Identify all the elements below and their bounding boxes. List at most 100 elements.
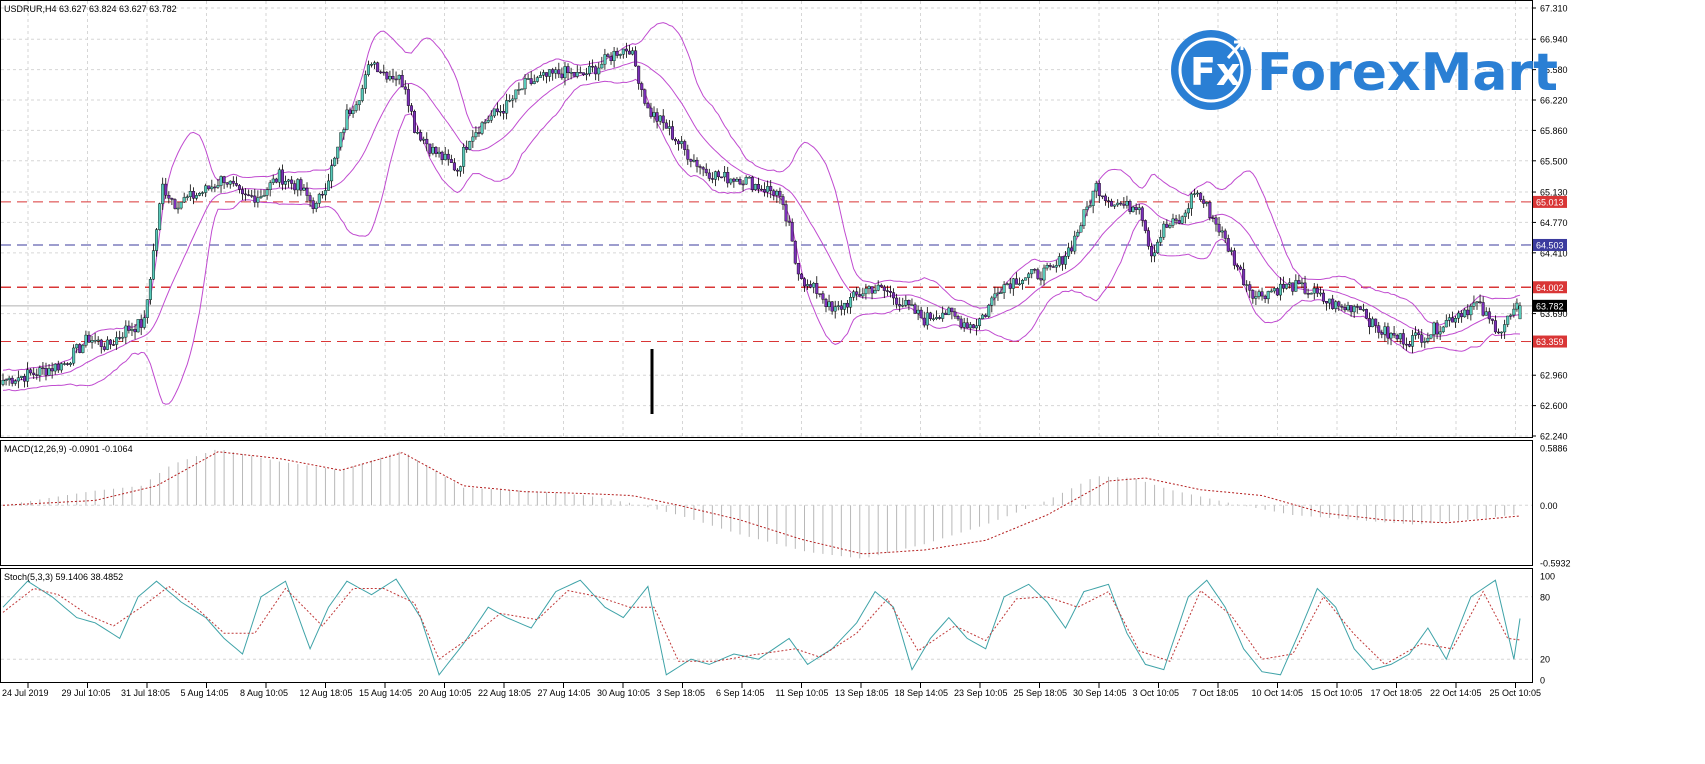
candle <box>155 228 159 257</box>
candle-body-bull <box>204 185 208 193</box>
candle <box>330 159 334 189</box>
candle-body-bull <box>658 115 662 122</box>
candle-body-bear <box>44 368 48 376</box>
candle <box>615 47 619 59</box>
candle-body-bull <box>1312 288 1316 294</box>
candle-body-bear <box>1226 238 1230 252</box>
candle <box>1070 240 1074 254</box>
candle <box>1027 272 1031 285</box>
candle-body-bull <box>1220 230 1224 233</box>
candle-body-bear <box>406 89 410 106</box>
candle-body-bull <box>941 312 945 319</box>
x-tick-label: 15 Oct 10:05 <box>1311 688 1363 698</box>
candle-body-bear <box>845 302 849 308</box>
candle <box>320 191 324 199</box>
candle-body-bull <box>849 297 853 308</box>
candle <box>1042 264 1046 286</box>
candle <box>1328 298 1332 310</box>
candle-body-bull <box>713 171 717 180</box>
candle-body-bull <box>388 76 392 80</box>
candle-body-bear <box>664 122 668 129</box>
candle <box>1263 294 1267 304</box>
candle-body-bull <box>996 292 1000 295</box>
candle-body-bear <box>760 188 764 191</box>
candle <box>756 177 760 194</box>
candle <box>569 67 573 80</box>
candle-body-bull <box>277 169 281 183</box>
x-tick-label: 25 Oct 10:05 <box>1490 688 1542 698</box>
candle-body-bear <box>440 151 444 161</box>
candle <box>287 178 291 188</box>
candle <box>1140 205 1144 227</box>
candle <box>342 127 346 140</box>
candle <box>956 314 960 321</box>
candle-body-bull <box>535 77 539 82</box>
band-middle <box>2 61 1521 382</box>
candle-body-bull <box>363 74 367 89</box>
candle <box>293 180 297 195</box>
candle-body-bear <box>686 149 690 160</box>
candle <box>1374 318 1378 333</box>
candle-body-bull <box>1414 332 1418 336</box>
candle-body-bull <box>1017 283 1021 286</box>
candle-body-bull <box>47 368 51 376</box>
candle-body-bear <box>1232 250 1236 266</box>
candle-body-bear <box>231 180 235 184</box>
candle <box>323 183 327 201</box>
candle-body-bull <box>1515 302 1519 310</box>
candle <box>1300 278 1304 289</box>
candle-body-bear <box>898 304 902 307</box>
stoch-tick-label: 0 <box>1540 676 1545 686</box>
candle-body-bull <box>588 65 592 74</box>
x-tick-label: 7 Oct 18:05 <box>1192 688 1239 698</box>
candle-body-bear <box>704 168 708 174</box>
macd-signal-line <box>2 451 1521 555</box>
candle <box>747 175 751 179</box>
candle-body-bull <box>1186 208 1190 214</box>
candle-body-bear <box>609 56 613 61</box>
candle <box>280 164 284 191</box>
candle-body-bull <box>1229 250 1233 252</box>
candle <box>78 343 82 354</box>
candle-body-bear <box>824 299 828 307</box>
candle-body-bull <box>1475 301 1479 304</box>
candle-body-bear <box>1070 247 1074 252</box>
candle <box>634 46 638 67</box>
candle <box>763 182 767 197</box>
candle-body-bear <box>1374 318 1378 326</box>
candle-body-bull <box>1438 331 1442 335</box>
candle-body-bull <box>1125 201 1129 206</box>
candle <box>753 183 757 192</box>
candle-body-bull <box>219 176 223 186</box>
candle <box>437 147 441 158</box>
candle <box>284 175 288 190</box>
candle <box>207 185 211 191</box>
candle <box>680 135 684 149</box>
candle <box>1506 315 1510 328</box>
candle <box>388 70 392 82</box>
candle <box>225 182 229 188</box>
candle-body-bull <box>1500 331 1504 334</box>
candle <box>545 72 549 84</box>
candle-body-bear <box>717 171 721 178</box>
candle-body-bear <box>919 309 923 319</box>
candle-body-bull <box>498 111 502 113</box>
candle-body-bear <box>793 240 797 264</box>
candle <box>701 165 705 177</box>
candle <box>302 184 306 191</box>
candle-body-bull <box>968 324 972 329</box>
candle <box>412 109 416 134</box>
candle-body-bull <box>1205 202 1209 204</box>
candle-body-bull <box>1463 309 1467 318</box>
candle <box>366 60 370 77</box>
candle-body-bull <box>351 110 355 114</box>
candle <box>609 52 613 65</box>
candle <box>201 191 205 197</box>
candle <box>689 158 693 168</box>
candle-body-bear <box>1331 298 1335 309</box>
candle-body-bear <box>1208 202 1212 219</box>
candle-body-bear <box>385 72 389 80</box>
candle <box>1011 277 1015 296</box>
candle-body-bull <box>1512 308 1516 316</box>
candle-body-bear <box>382 71 386 74</box>
